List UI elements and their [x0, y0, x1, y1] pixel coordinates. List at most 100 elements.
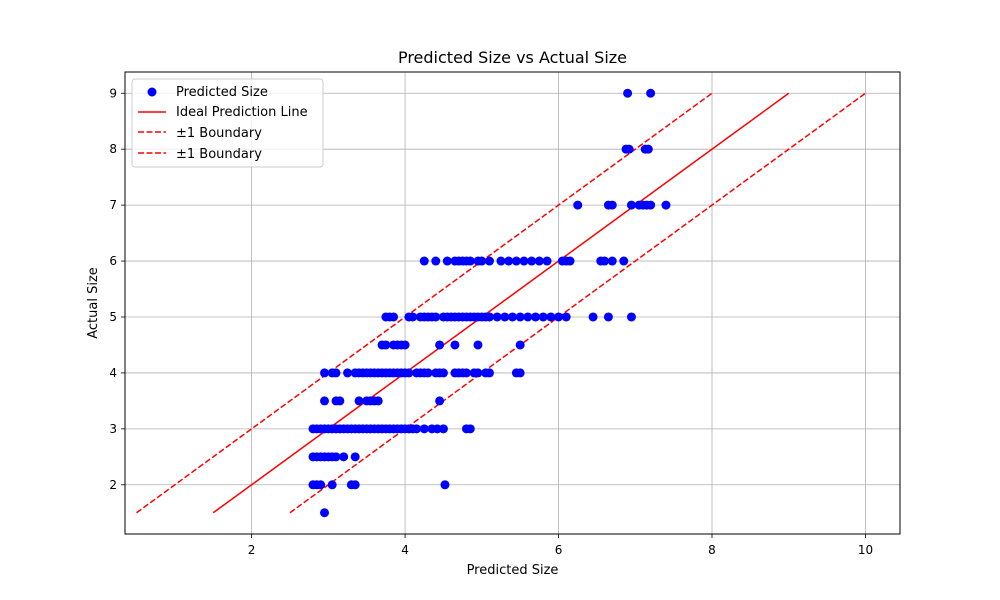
- data-point: [442, 256, 452, 266]
- data-point: [431, 312, 441, 322]
- data-point: [404, 368, 414, 378]
- data-point: [492, 312, 502, 322]
- y-tick-label: 3: [109, 422, 117, 436]
- data-point: [435, 396, 445, 406]
- data-point: [546, 312, 556, 322]
- data-point: [473, 340, 483, 350]
- data-point: [350, 480, 360, 490]
- chart-title: Predicted Size vs Actual Size: [398, 48, 627, 67]
- data-point: [624, 144, 634, 154]
- data-point: [588, 312, 598, 322]
- data-point: [607, 256, 617, 266]
- y-tick-label: 2: [109, 478, 117, 492]
- data-point: [316, 480, 326, 490]
- legend-marker-predicted: [147, 87, 157, 97]
- y-tick-label: 7: [109, 198, 117, 212]
- data-point: [573, 200, 583, 210]
- x-tick-label: 8: [708, 543, 716, 557]
- y-axis-ticks: 2 3 4 5 6 7 8 9: [109, 86, 125, 492]
- data-point: [438, 424, 448, 434]
- data-point: [623, 88, 633, 98]
- data-point: [603, 312, 613, 322]
- data-point: [484, 256, 494, 266]
- data-point: [320, 508, 330, 518]
- y-axis-label: Actual Size: [86, 267, 101, 339]
- data-point: [504, 256, 514, 266]
- x-axis-ticks: 2 4 6 8 10: [248, 534, 873, 557]
- data-point: [554, 312, 564, 322]
- data-point: [511, 256, 521, 266]
- data-point: [600, 256, 610, 266]
- data-point: [626, 312, 636, 322]
- data-point: [561, 312, 571, 322]
- data-point: [373, 396, 383, 406]
- data-point: [412, 424, 422, 434]
- data-point: [643, 144, 653, 154]
- data-point: [515, 312, 525, 322]
- data-point: [343, 368, 353, 378]
- data-point: [435, 340, 445, 350]
- data-point: [320, 396, 330, 406]
- data-point: [327, 480, 337, 490]
- data-point: [508, 312, 517, 322]
- x-tick-label: 6: [555, 543, 563, 557]
- data-point: [320, 368, 330, 378]
- y-tick-label: 4: [109, 366, 117, 380]
- y-tick-label: 8: [109, 142, 117, 156]
- data-point: [538, 312, 548, 322]
- data-point: [619, 256, 629, 266]
- ideal-prediction-line: [212, 92, 790, 514]
- data-point: [607, 200, 617, 210]
- data-point: [389, 312, 399, 322]
- data-point: [381, 340, 391, 350]
- legend-label-predicted: Predicted Size: [176, 85, 268, 100]
- data-point: [431, 256, 441, 266]
- data-point: [565, 256, 575, 266]
- data-point: [331, 452, 341, 462]
- data-point: [461, 368, 471, 378]
- data-point: [465, 256, 475, 266]
- data-point: [465, 424, 475, 434]
- data-point: [408, 312, 418, 322]
- data-point: [515, 368, 525, 378]
- data-point: [626, 200, 636, 210]
- x-axis-label: Predicted Size: [467, 563, 559, 578]
- legend: Predicted Size Ideal Prediction Line ±1 …: [131, 78, 324, 168]
- x-tick-label: 2: [248, 543, 256, 557]
- data-point: [354, 396, 364, 406]
- data-point: [419, 424, 429, 434]
- data-point: [542, 256, 552, 266]
- data-point: [500, 312, 510, 322]
- data-point: [531, 312, 541, 322]
- data-point: [527, 256, 537, 266]
- data-point: [496, 256, 506, 266]
- data-point: [440, 480, 450, 490]
- data-point: [646, 88, 656, 98]
- data-point: [484, 312, 494, 322]
- data-point: [331, 368, 341, 378]
- y-tick-label: 6: [109, 254, 117, 268]
- data-point: [350, 452, 360, 462]
- data-point: [423, 368, 433, 378]
- x-tick-label: 10: [858, 543, 873, 557]
- data-point: [646, 200, 656, 210]
- legend-label-boundary-upper: ±1 Boundary: [176, 126, 262, 141]
- legend-label-boundary-lower: ±1 Boundary: [176, 147, 262, 162]
- y-tick-label: 5: [109, 310, 117, 324]
- legend-label-ideal: Ideal Prediction Line: [176, 105, 308, 120]
- reference-lines: [136, 92, 866, 514]
- legend-box: [131, 78, 324, 168]
- data-point: [661, 200, 671, 210]
- data-point: [534, 256, 544, 266]
- x-tick-label: 4: [401, 543, 409, 557]
- data-points: [308, 88, 671, 518]
- data-point: [477, 256, 487, 266]
- plot-frame: [124, 71, 901, 535]
- data-point: [484, 368, 494, 378]
- data-point: [339, 452, 349, 462]
- data-point: [473, 368, 483, 378]
- data-point: [419, 256, 429, 266]
- data-point: [438, 368, 448, 378]
- data-point: [515, 340, 525, 350]
